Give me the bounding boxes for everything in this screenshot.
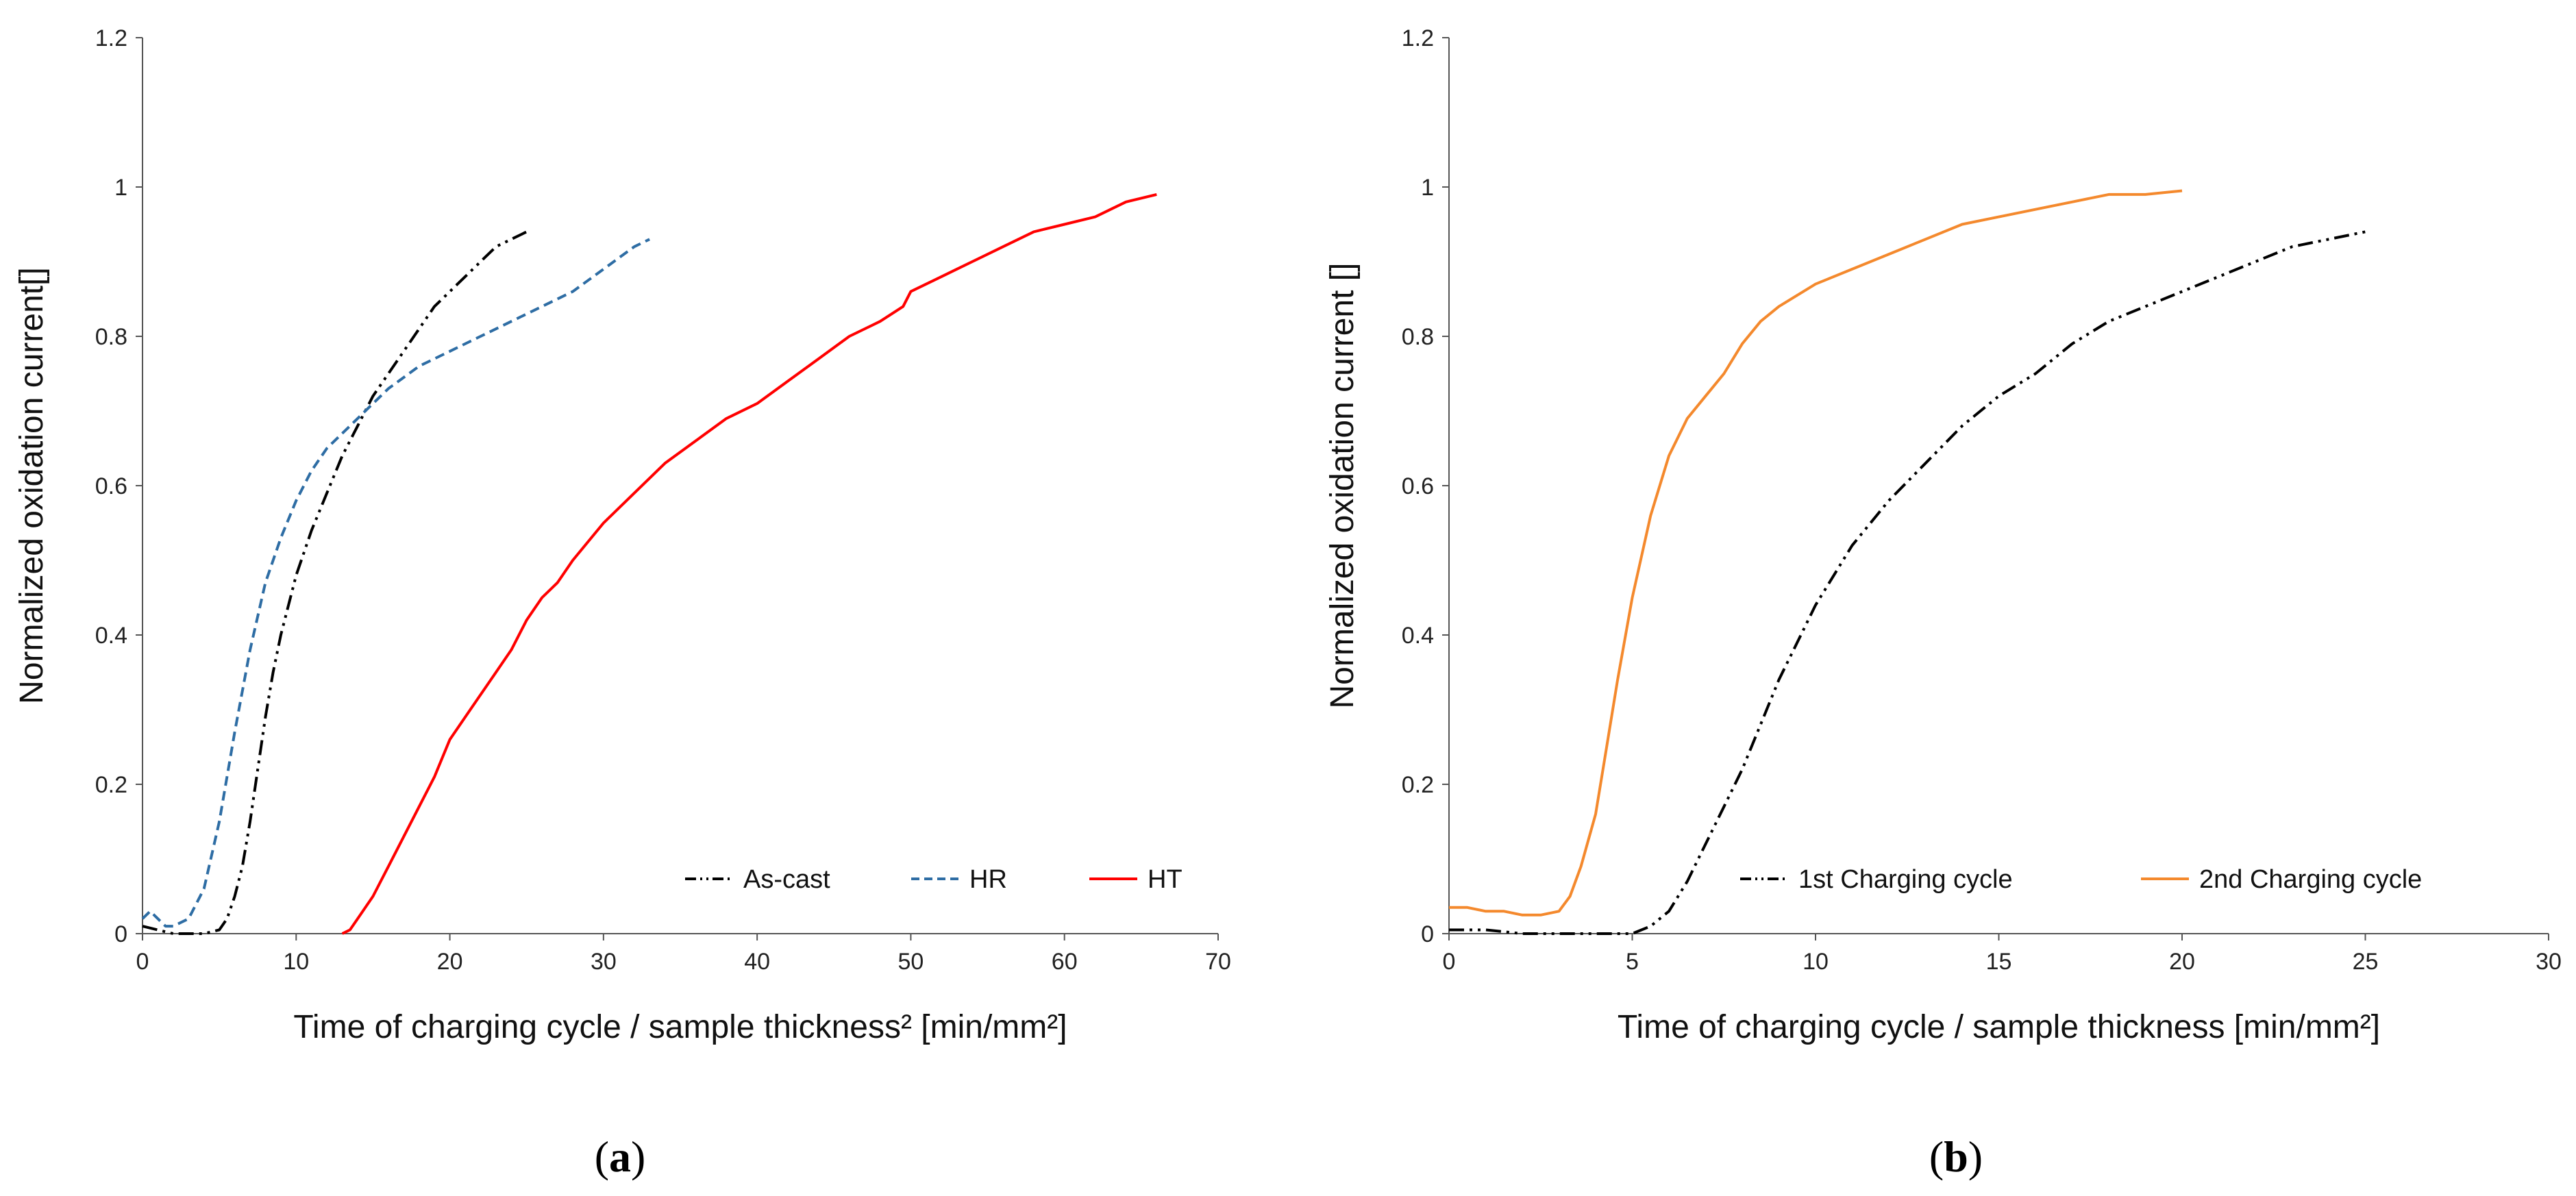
x-tick-label: 10: [1803, 949, 1829, 975]
series-line-as-cast: [142, 230, 528, 935]
panel-label-a: (a): [595, 1132, 646, 1181]
x-tick-label: 30: [591, 949, 617, 975]
legend-label: HT: [1148, 865, 1182, 894]
chart-panel-b: 0 0.2 0.4 0.6 0.8 1 1.2 0 5 10 15 20 25 30 Time of cha…: [1324, 25, 2562, 1045]
y-axis-label: Normalized oxidation current []: [1324, 263, 1361, 709]
series-line-1st-charging-cycle: [1449, 230, 2366, 935]
x-tick-label: 50: [898, 949, 924, 975]
x-tick-label: 40: [744, 949, 770, 975]
y-tick-label: 0.8: [95, 324, 127, 350]
x-tick-label: 20: [437, 949, 463, 975]
legend-label: As-cast: [743, 865, 830, 894]
x-tick-label: 30: [2536, 949, 2562, 975]
y-tick-label: 0.6: [1402, 473, 1434, 499]
y-tick-label: 0.2: [1402, 772, 1434, 798]
chart-panel-a: 0 0.2 0.4 0.6 0.8 1 1.2 0 10 20 30 40 50 60 70 Time of …: [14, 25, 1231, 1045]
y-tick-label: 0.6: [95, 473, 127, 499]
series-line-2nd-charging-cycle: [1449, 189, 2183, 917]
y-tick-label: 0: [1421, 921, 1434, 947]
y-tick-label: 1: [114, 175, 127, 201]
x-tick-label: 15: [1986, 949, 2012, 975]
legend-label: 1st Charging cycle: [1798, 865, 2013, 894]
x-tick-label: 25: [2353, 949, 2379, 975]
x-axis-label: Time of charging cycle / sample thicknes…: [1618, 1009, 2380, 1045]
y-axis-label: Normalized oxidation current[]: [14, 267, 50, 704]
x-tick-label: 60: [1052, 949, 1078, 975]
y-tick-label: 1: [1421, 175, 1434, 201]
x-tick-label: 20: [2169, 949, 2195, 975]
x-tick-label: 5: [1626, 949, 1639, 975]
y-tick-label: 0.8: [1402, 324, 1434, 350]
y-tick-label: 1.2: [95, 25, 127, 51]
x-tick-label: 10: [283, 949, 309, 975]
y-tick-label: 0.2: [95, 772, 127, 798]
series-line-hr: [141, 238, 650, 928]
x-tick-label: 0: [136, 949, 149, 975]
x-tick-label: 0: [1443, 949, 1456, 975]
x-axis-label: Time of charging cycle / sample thicknes…: [293, 1009, 1067, 1045]
x-tick-label: 70: [1205, 949, 1231, 975]
series-line-ht: [341, 192, 1157, 935]
panel-label-b: (b): [1929, 1132, 1983, 1181]
y-tick-label: 1.2: [1402, 25, 1434, 51]
y-tick-label: 0: [114, 921, 127, 947]
legend-label: 2nd Charging cycle: [2199, 865, 2422, 894]
y-tick-label: 0.4: [95, 623, 127, 649]
y-tick-label: 0.4: [1402, 623, 1434, 649]
legend-label: HR: [969, 865, 1007, 894]
